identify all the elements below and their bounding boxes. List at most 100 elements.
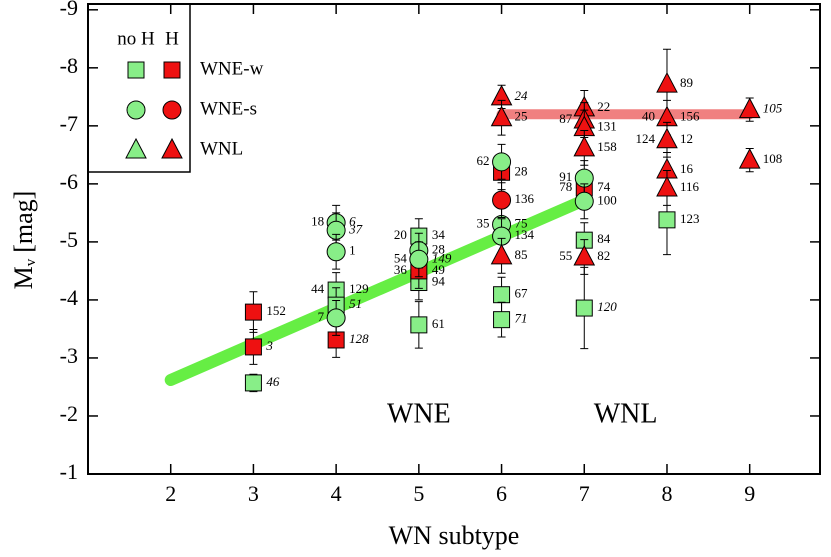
y-axis-title-unit: [mag] [9, 191, 38, 253]
point-label: 40 [642, 109, 655, 124]
legend-marker [162, 100, 182, 120]
point-label: 6 [349, 214, 356, 229]
point-label: 71 [515, 311, 528, 326]
legend-marker [127, 61, 145, 79]
x-tick-label: 6 [496, 481, 507, 506]
legend-column: H [165, 28, 179, 49]
x-tick-label: 3 [248, 481, 259, 506]
point-label: 100 [597, 192, 617, 207]
y-tick-label: -2 [60, 401, 78, 426]
x-tick-label: 7 [579, 481, 590, 506]
legend-marker [126, 100, 146, 120]
x-axis-title: WN subtype [389, 521, 520, 550]
point-label: 78 [559, 179, 572, 194]
data-point [244, 374, 262, 392]
data-point [656, 127, 678, 149]
point-label: 18 [311, 214, 324, 229]
data-point [738, 97, 761, 119]
data-point [492, 152, 512, 172]
annotation: WNL [594, 398, 658, 429]
data-point [573, 244, 596, 266]
point-label: 3 [265, 338, 273, 353]
y-axis-title-main: M [9, 266, 38, 289]
data-point [492, 190, 512, 210]
data-point [656, 175, 678, 197]
point-label: 134 [515, 227, 535, 242]
y-tick-label: -8 [60, 53, 78, 78]
x-tick-label: 8 [661, 481, 672, 506]
point-label: 158 [597, 139, 617, 154]
data-point [575, 299, 593, 317]
point-label: 82 [597, 248, 610, 263]
point-label: 24 [515, 88, 529, 103]
point-label: 12 [680, 131, 693, 146]
y-tick-label: -1 [60, 459, 78, 484]
x-tick-label: 4 [331, 481, 342, 506]
fit-line [164, 194, 591, 386]
data-point [490, 105, 513, 127]
point-label: 44 [311, 281, 325, 296]
legend-label: WNE-s [200, 98, 257, 119]
data-point [573, 135, 596, 157]
point-label: 87 [559, 111, 573, 126]
data-point [326, 308, 346, 328]
point-label: 35 [477, 215, 490, 230]
data-point [658, 211, 676, 229]
point-label: 1 [349, 243, 356, 258]
legend-marker [161, 137, 183, 159]
point-label: 25 [515, 109, 528, 124]
point-label: 22 [597, 99, 610, 114]
data-point [326, 242, 346, 262]
point-label: 36 [394, 262, 408, 277]
data-point [574, 191, 594, 211]
point-label: 34 [432, 227, 446, 242]
x-tick-label: 9 [744, 481, 755, 506]
point-label: 105 [763, 101, 783, 116]
point-label: 84 [597, 231, 611, 246]
point-label: 49 [432, 262, 445, 277]
point-label: 136 [515, 191, 535, 206]
y-tick-label: -9 [60, 0, 78, 20]
point-label: 55 [559, 248, 572, 263]
point-label: 156 [680, 109, 700, 124]
y-axis-title: Mv [mag] [9, 191, 39, 290]
point-label: 149 [432, 250, 452, 265]
x-tick-label: 2 [165, 481, 176, 506]
data-point [490, 243, 513, 265]
data-point [656, 72, 678, 93]
point-label: 120 [597, 299, 617, 314]
data-point [244, 303, 262, 321]
data-point [738, 148, 761, 169]
point-label: 7 [318, 309, 325, 324]
data-point [244, 338, 262, 356]
point-label: 54 [394, 250, 408, 265]
data-point [410, 316, 428, 334]
point-label: 74 [597, 179, 611, 194]
legend-frame [88, 4, 191, 173]
legend-marker [125, 137, 147, 159]
point-label: 75 [515, 215, 528, 230]
data-point [409, 249, 429, 269]
y-tick-label: -6 [60, 169, 78, 194]
legend-marker [163, 61, 181, 79]
point-label: 28 [432, 242, 445, 257]
point-label: 123 [680, 211, 700, 226]
point-label: 131 [597, 119, 617, 134]
point-label: 16 [680, 161, 694, 176]
point-label: 152 [266, 303, 286, 318]
point-label: 51 [349, 296, 362, 311]
legend-label: WNE-w [200, 58, 264, 79]
point-label: 129 [349, 281, 369, 296]
y-tick-label: -7 [60, 111, 78, 136]
point-label: 94 [432, 274, 446, 289]
x-tick-label: 5 [413, 481, 424, 506]
y-tick-label: -3 [60, 343, 78, 368]
point-label: 91 [559, 169, 572, 184]
plot-frame [87, 3, 821, 475]
point-label: 89 [680, 75, 693, 90]
point-label: 62 [477, 153, 490, 168]
point-label: 46 [266, 374, 280, 389]
y-tick-label: -4 [60, 285, 78, 310]
point-label: 20 [394, 227, 407, 242]
